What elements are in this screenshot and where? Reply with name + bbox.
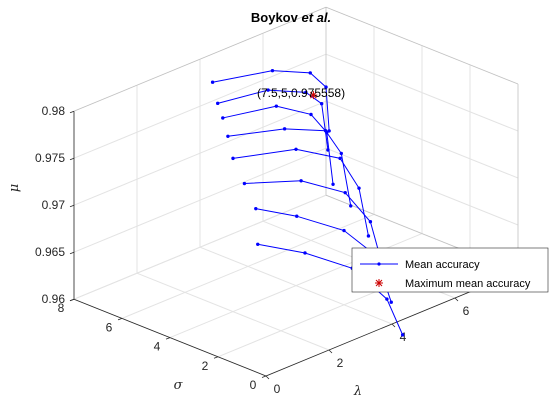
tick-mark-lambda-2 <box>391 323 396 328</box>
box-edge-top-side <box>325 6 519 85</box>
box-edge-top-back <box>73 6 327 112</box>
grid-backwall-z-0 <box>73 194 327 300</box>
tick-mu-2: 0.97 <box>42 198 66 212</box>
data-point-s6-2 <box>309 112 313 117</box>
data-point-s8-2 <box>308 71 312 75</box>
data-point-s3-2 <box>343 190 347 195</box>
data-point-s2-4 <box>389 300 393 304</box>
legend-star-icon <box>375 279 383 287</box>
data-point-s1-4 <box>400 333 405 337</box>
data-point-s4-2 <box>338 156 342 161</box>
data-point-s5-3 <box>339 151 343 156</box>
grid-floor-y-3 <box>121 213 375 319</box>
data-point-s8-0 <box>210 80 215 84</box>
legend-label-max: Maximum mean accuracy <box>405 278 531 290</box>
tick-mark-mu-2 <box>69 204 75 208</box>
tick-mark-sigma-0 <box>261 375 267 378</box>
tick-lambda-1: 2 <box>337 356 344 370</box>
data-point-s5-0 <box>226 134 230 138</box>
tick-mark-sigma-2 <box>165 337 171 340</box>
data-point-s6-4 <box>331 182 335 186</box>
data-point-s8-3 <box>324 85 328 89</box>
grid-backwall-z-2 <box>73 100 327 206</box>
tick-mu-0: 0.96 <box>42 292 66 306</box>
tick-lambda-0: 0 <box>274 382 281 396</box>
data-point-s7-4 <box>326 148 330 152</box>
data-point-s4-0 <box>231 156 235 161</box>
data-point-s3-3 <box>368 220 373 224</box>
data-point-s5-1 <box>282 127 287 131</box>
tick-lambda-3: 6 <box>463 304 470 318</box>
max-annotation: (7.5,5,0.975558) <box>257 86 345 100</box>
tick-sigma-0: 0 <box>250 378 257 392</box>
max-marker-group <box>309 91 318 100</box>
data-point-s2-1 <box>295 214 299 218</box>
data-point-s7-1 <box>266 88 270 92</box>
grid-backwall-z-1 <box>73 147 327 253</box>
series-line-sigma-5 <box>227 128 352 206</box>
data-point-s4-3 <box>357 186 361 190</box>
tick-mark-sigma-3 <box>117 318 123 321</box>
data-point-s6-1 <box>274 104 279 108</box>
legend-box <box>351 247 549 293</box>
grid-sidewall-z-3 <box>325 53 519 132</box>
data-point-s8-1 <box>270 68 275 73</box>
legend-label-mean: Mean accuracy <box>405 259 480 271</box>
x-axis-label: λ <box>353 384 362 399</box>
data-point-s2-2 <box>342 228 346 233</box>
tick-sigma-2: 4 <box>154 340 161 354</box>
tick-mark-mu-0 <box>69 298 75 302</box>
series-line-sigma-8 <box>212 70 330 131</box>
tick-lambda-2: 4 <box>400 330 407 344</box>
data-point-s4-4 <box>366 234 371 238</box>
data-point-s1-3 <box>385 297 389 301</box>
legend[interactable]: Mean accuracy Maximum mean accuracy <box>351 247 549 293</box>
tick-mu-3: 0.975 <box>35 151 65 165</box>
tick-mark-lambda-3 <box>454 297 459 302</box>
chart-title-main: Boykov <box>251 10 302 25</box>
legend-line-marker <box>377 262 381 266</box>
grid-sidewall-z-1 <box>325 147 519 226</box>
tick-mark-sigma-1 <box>213 356 219 359</box>
data-point-s7-3 <box>319 102 324 106</box>
data-point-s1-0 <box>256 242 260 246</box>
tick-sigma-4: 8 <box>58 301 65 315</box>
data-series <box>210 68 405 337</box>
tick-mu-1: 0.965 <box>35 245 65 259</box>
data-point-s8-4 <box>327 129 331 133</box>
tick-mark-lambda-1 <box>328 349 333 354</box>
tick-mark-mu-4 <box>69 110 75 114</box>
data-point-s7-0 <box>216 101 220 106</box>
tick-mark-lambda-0 <box>265 375 270 380</box>
data-point-s6-0 <box>221 116 225 120</box>
tick-mark-mu-1 <box>69 251 75 255</box>
data-point-s2-0 <box>254 206 258 211</box>
data-point-s3-1 <box>299 179 303 183</box>
data-point-s1-1 <box>303 251 307 255</box>
grid-sidewall-z-2 <box>325 100 519 179</box>
data-point-s5-4 <box>349 204 353 208</box>
y-axis-label: σ <box>174 378 184 393</box>
series-line-sigma-6 <box>222 105 334 185</box>
data-point-s3-0 <box>242 181 247 186</box>
tick-mark-mu-3 <box>69 157 75 161</box>
chart-title: Boykov et al. <box>251 10 331 25</box>
data-point-s4-1 <box>294 147 298 151</box>
z-axis-label: μ <box>7 184 22 192</box>
chart-title-italic: et al. <box>301 10 331 25</box>
tick-mu-4: 0.98 <box>42 104 66 118</box>
tick-sigma-1: 2 <box>202 359 209 373</box>
max-point-star <box>309 91 318 100</box>
tick-sigma-3: 6 <box>106 320 113 334</box>
data-point-s7-2 <box>304 90 308 95</box>
